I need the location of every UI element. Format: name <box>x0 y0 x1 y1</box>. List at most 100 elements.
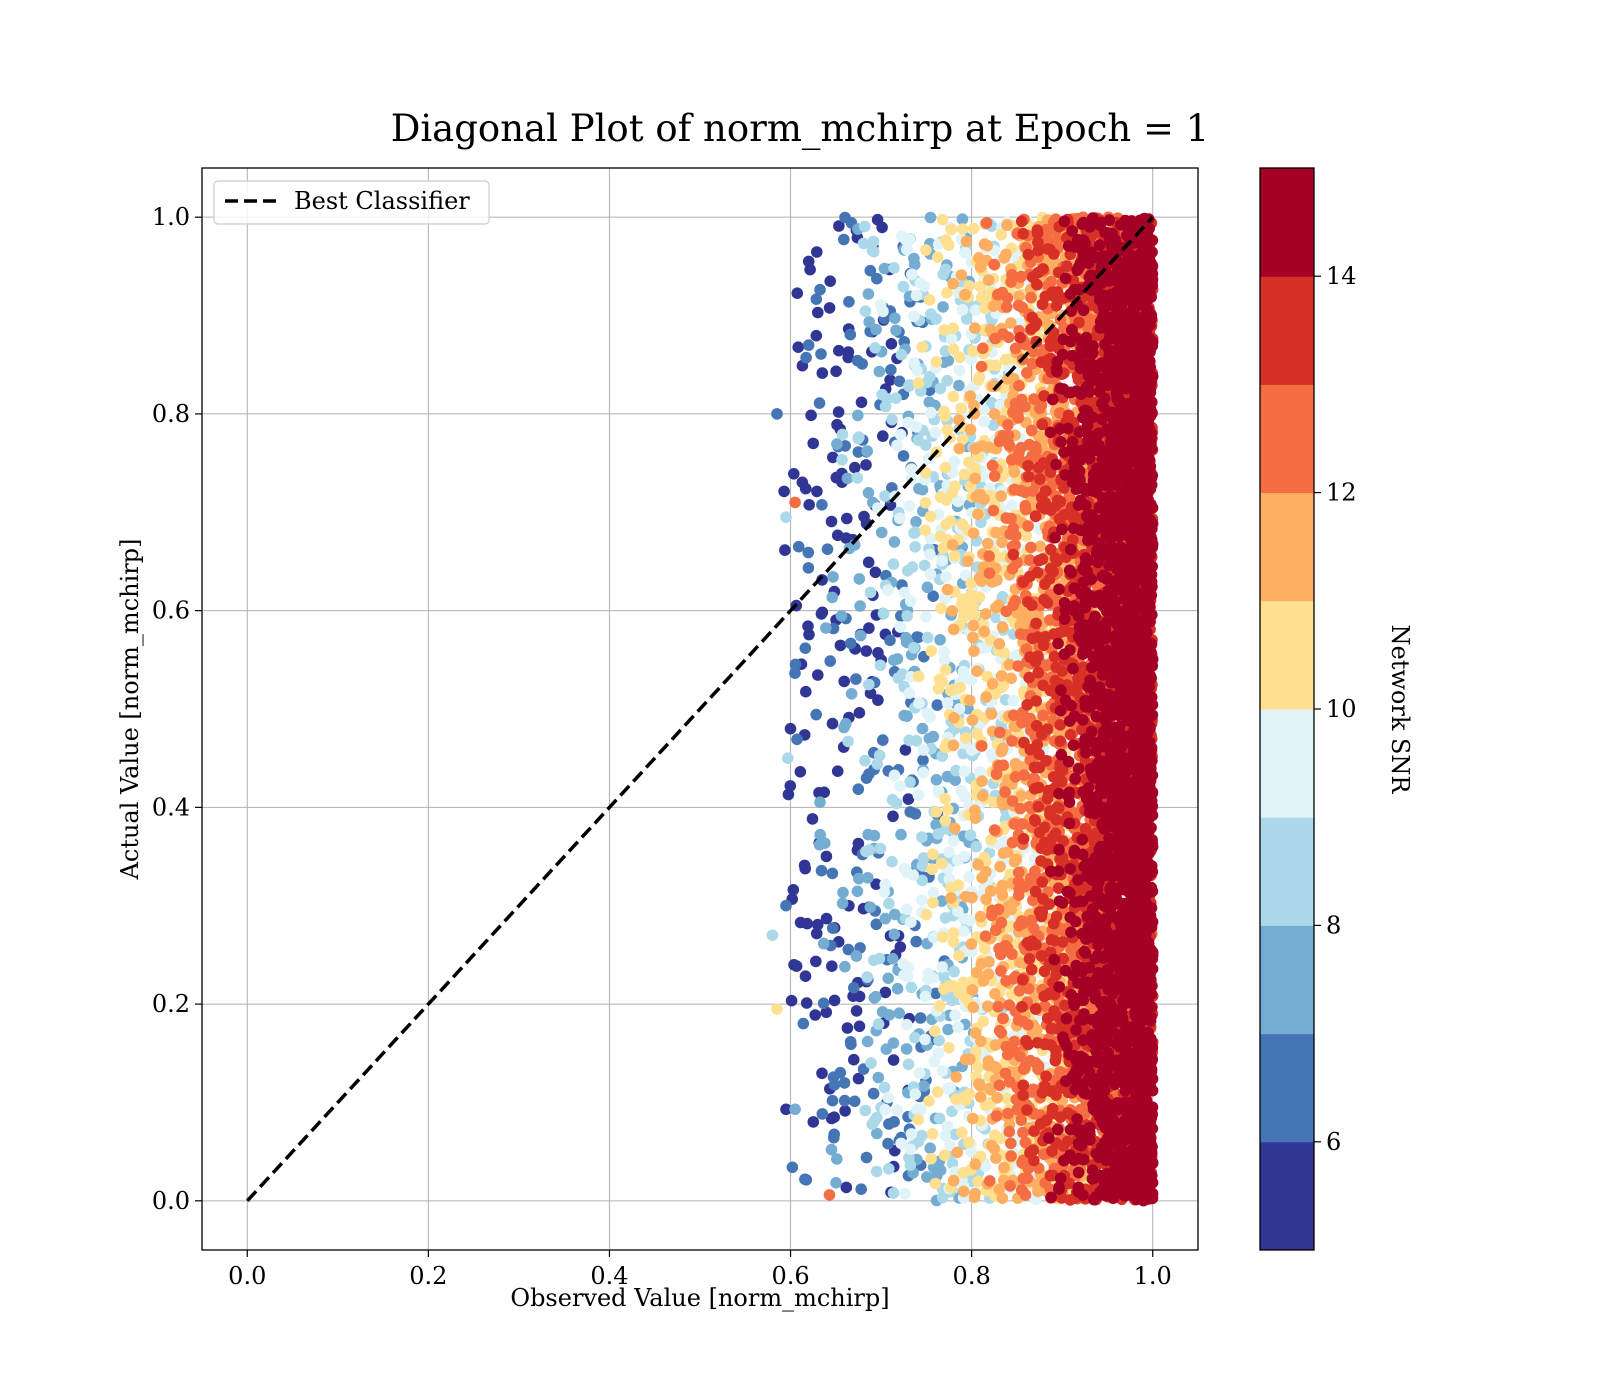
scatter-point <box>862 556 875 569</box>
scatter-point <box>848 1053 860 1066</box>
scatter-point <box>853 707 866 719</box>
scatter-point <box>839 960 851 973</box>
scatter-point <box>835 610 848 622</box>
scatter-point <box>1002 900 1014 913</box>
scatter-point <box>918 559 931 572</box>
scatter-point <box>1017 1063 1030 1075</box>
scatter-point <box>842 351 854 364</box>
scatter-point <box>927 848 939 860</box>
scatter-point <box>862 288 875 300</box>
scatter-point <box>1006 454 1018 466</box>
scatter-point <box>934 382 947 395</box>
scatter-point <box>1023 438 1036 451</box>
scatter-point <box>972 1078 985 1090</box>
scatter-point <box>949 1009 961 1021</box>
scatter-point <box>1003 440 1016 452</box>
scatter-point <box>887 1187 900 1199</box>
scatter-point <box>872 1018 885 1030</box>
scatter-point <box>909 1031 921 1044</box>
scatter-point <box>815 864 828 877</box>
scatter-point <box>956 433 969 446</box>
scatter-point <box>968 645 980 657</box>
scatter-point <box>919 466 932 479</box>
scatter-point <box>870 918 883 931</box>
scatter-point <box>920 244 932 256</box>
scatter-point <box>884 374 896 386</box>
scatter-point <box>986 678 999 690</box>
scatter-point <box>888 262 900 274</box>
chart-title: Diagonal Plot of norm_mchirp at Epoch = … <box>391 107 1210 151</box>
scatter-point <box>910 516 922 528</box>
scatter-point <box>978 625 990 638</box>
scatter-point <box>1005 1150 1017 1162</box>
scatter-point <box>897 280 910 293</box>
scatter-point <box>897 450 910 462</box>
scatter-point <box>838 675 850 688</box>
scatter-point <box>1019 1189 1032 1201</box>
scatter-point <box>856 358 868 370</box>
scatter-point <box>830 471 843 484</box>
scatter-point <box>816 606 829 619</box>
scatter-point <box>924 211 937 224</box>
scatter-point <box>998 1161 1010 1174</box>
scatter-point <box>969 472 981 485</box>
scatter-point <box>896 668 909 680</box>
scatter-point <box>853 1020 866 1033</box>
scatter-point <box>950 1093 962 1106</box>
scatter-point <box>872 694 884 706</box>
scatter-point <box>965 744 978 756</box>
scatter-point <box>894 780 906 792</box>
scatter-point <box>879 912 892 925</box>
scatter-point <box>992 599 1005 611</box>
scatter-point <box>844 637 857 650</box>
scatter-point <box>789 667 801 679</box>
scatter-point <box>820 622 832 634</box>
scatter-point <box>990 359 1002 372</box>
scatter-point <box>1027 894 1039 907</box>
scatter-point <box>991 1092 1003 1104</box>
scatter-point <box>937 931 949 943</box>
scatter-point <box>1022 460 1034 472</box>
scatter-point <box>810 955 822 968</box>
scatter-point <box>886 855 898 868</box>
scatter-point <box>853 872 865 885</box>
scatter-point <box>970 1045 982 1058</box>
scatter-point <box>852 783 865 795</box>
scatter-point <box>871 1127 883 1140</box>
scatter-point <box>831 418 843 431</box>
scatter-point <box>848 1095 861 1108</box>
scatter-point <box>1025 541 1037 554</box>
scatter-point <box>946 486 958 499</box>
scatter-point <box>877 734 889 746</box>
scatter-point <box>959 246 971 259</box>
scatter-point <box>1005 512 1017 525</box>
scatter-point <box>873 365 886 378</box>
scatter-point <box>1016 1001 1028 1013</box>
scatter-point <box>1027 485 1039 497</box>
scatter-point <box>1018 769 1030 781</box>
scatter-point <box>890 324 902 337</box>
scatter-point <box>816 1067 828 1080</box>
scatter-point <box>905 981 918 994</box>
scatter-point <box>814 828 826 841</box>
scatter-point <box>939 1130 951 1142</box>
scatter-point <box>946 539 959 551</box>
scatter-point <box>838 1094 851 1107</box>
scatter-point <box>852 1072 865 1085</box>
scatter-point <box>840 1181 853 1194</box>
scatter-point <box>979 930 992 942</box>
scatter-point <box>903 687 916 699</box>
scatter-point <box>909 541 921 553</box>
scatter-point <box>904 806 916 818</box>
scatter-point <box>891 982 904 995</box>
scatter-point <box>947 277 959 290</box>
scatter-point <box>838 233 850 246</box>
scatter-point <box>925 645 938 657</box>
scatter-point <box>1012 408 1024 421</box>
scatter-point <box>934 634 946 646</box>
scatter-point <box>1018 736 1030 749</box>
scatter-point <box>925 1152 937 1165</box>
scatter-point <box>858 510 870 523</box>
scatter-point <box>888 908 901 921</box>
scatter-point <box>901 903 913 915</box>
